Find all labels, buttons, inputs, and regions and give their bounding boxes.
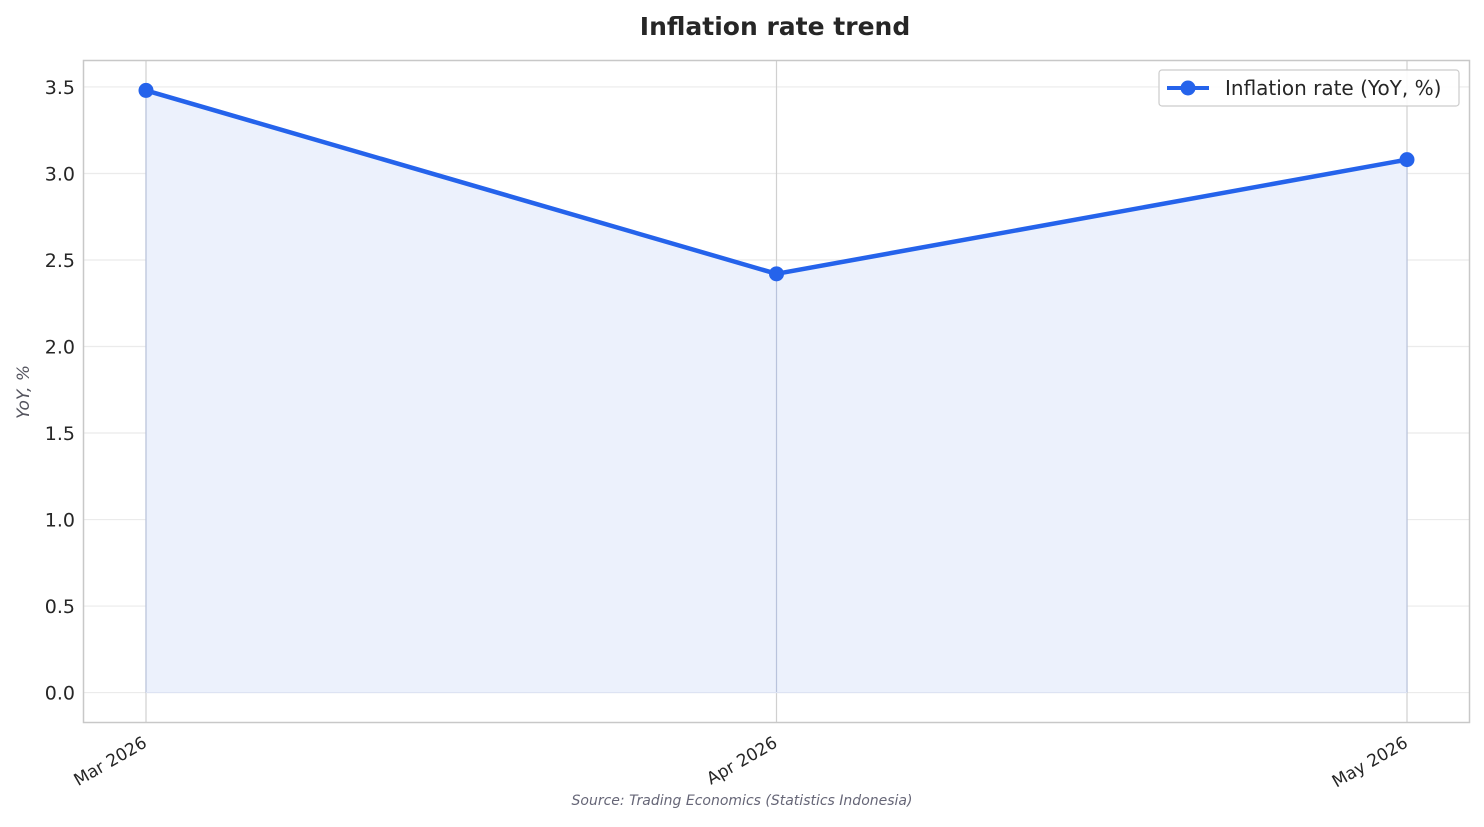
y-tick-label: 3.0 xyxy=(45,163,75,185)
y-tick-label: 2.5 xyxy=(45,250,75,272)
chart-title: Inflation rate trend xyxy=(640,12,910,41)
y-tick-label: 1.0 xyxy=(45,510,75,532)
source-note: Source: Trading Economics (Statistics In… xyxy=(572,793,913,809)
x-tick-label: Mar 2026 xyxy=(71,733,151,791)
y-tick-label: 2.0 xyxy=(45,337,75,359)
legend-entry-label: Inflation rate (YoY, %) xyxy=(1225,76,1441,100)
x-tick-label: May 2026 xyxy=(1329,733,1412,792)
plot-frame xyxy=(82,59,1471,724)
y-tick-label: 0.0 xyxy=(45,683,75,705)
x-tick-label: Apr 2026 xyxy=(703,733,781,789)
y-axis-ticks: 0.0 0.5 1.0 1.5 2.0 2.5 3.0 3.5 xyxy=(45,77,75,705)
x-axis-ticks: Mar 2026 Apr 2026 May 2026 xyxy=(71,733,1412,792)
y-tick-label: 3.5 xyxy=(45,77,75,99)
points-layer xyxy=(138,82,1415,282)
legend-marker-swatch xyxy=(1180,80,1196,96)
data-point xyxy=(138,82,154,98)
y-tick-label: 1.5 xyxy=(45,423,75,445)
data-point xyxy=(769,266,784,282)
legend: Inflation rate (YoY, %) xyxy=(1158,69,1460,107)
y-tick-label: 0.5 xyxy=(45,596,75,618)
legend-box xyxy=(1158,69,1460,107)
y-axis-label: YoY, % xyxy=(14,365,34,419)
data-point xyxy=(1399,152,1415,168)
area-layer xyxy=(145,90,1408,694)
